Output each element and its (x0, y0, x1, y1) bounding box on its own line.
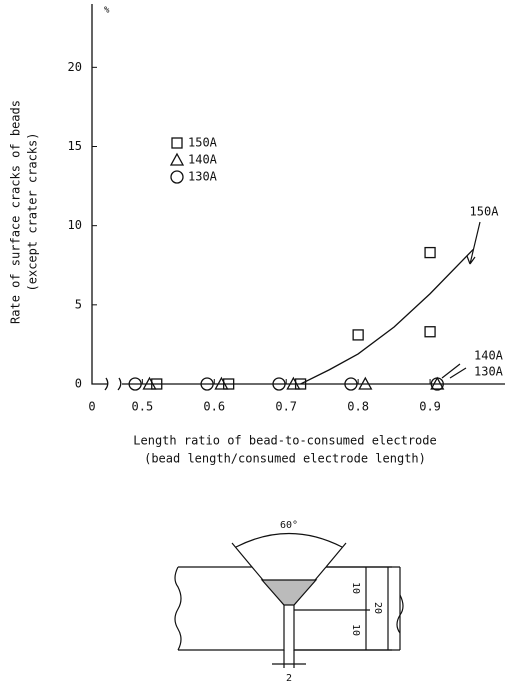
circle-marker (272, 377, 286, 391)
square-marker (151, 378, 163, 390)
y-tick-label: 5 (75, 297, 82, 311)
chart-axes (91, 4, 505, 391)
bead (260, 579, 318, 606)
square-marker (352, 329, 364, 341)
angle-lines (231, 533, 347, 568)
legend-label: 150A (188, 136, 218, 150)
square-marker (223, 378, 235, 390)
y-tick-label: 0 (75, 377, 82, 391)
square-marker (171, 137, 183, 149)
y-label: Rate of surface cracks of beads (9, 100, 23, 324)
y-tick-label: 10 (68, 218, 82, 232)
square-marker (424, 246, 436, 259)
x-origin-label: 0 (88, 400, 95, 414)
triangle-marker (169, 152, 185, 166)
x-label: (bead length/consumed electrode length) (144, 452, 426, 466)
curve-label: 150A (470, 205, 500, 219)
joint-diagram: 60° 10 10 20 2 (174, 520, 404, 684)
circle-marker (170, 170, 184, 184)
break-left (174, 566, 182, 651)
x-tick-label: 0.7 (275, 400, 297, 414)
triangle-marker (286, 376, 301, 390)
axis-break (104, 377, 122, 391)
dimension-label: 10 (350, 582, 361, 594)
circle-marker (344, 377, 358, 391)
y-tick-label: 15 (68, 139, 82, 153)
axis-lines (91, 4, 505, 385)
x-tick-label: 0.6 (203, 400, 225, 414)
triangle-marker (430, 376, 445, 390)
x-label: Length ratio of bead-to-consumed electro… (133, 434, 436, 448)
circle-marker (200, 377, 214, 391)
legend-label: 140A (188, 153, 218, 167)
y-label: (except crater cracks) (26, 133, 40, 292)
legend-label: 130A (188, 170, 218, 184)
y-tick-label: 20 (68, 60, 82, 74)
triangle-marker (142, 376, 157, 390)
annotation: 130A (474, 365, 504, 379)
square-marker (294, 378, 307, 390)
dimension-label: 20 (372, 602, 383, 614)
arrow (441, 363, 467, 379)
gap-dimension (272, 650, 306, 668)
y-unit: % (104, 6, 110, 16)
dimension-label: 2 (286, 673, 292, 684)
fit-curve (300, 248, 474, 385)
dimension-label: 10 (350, 624, 361, 636)
angle-label: 60° (280, 520, 298, 531)
circle-marker (128, 377, 142, 391)
arrow (466, 221, 481, 265)
x-tick-label: 0.9 (419, 400, 441, 414)
triangle-marker (214, 376, 229, 390)
break-right (396, 594, 404, 634)
annotation: 140A (474, 349, 504, 363)
x-tick-label: 0.5 (132, 400, 154, 414)
triangle-marker (358, 376, 373, 390)
square-marker (424, 326, 436, 338)
circle-marker (430, 377, 444, 391)
dimension-lines (294, 566, 392, 651)
x-tick-label: 0.8 (347, 400, 369, 414)
